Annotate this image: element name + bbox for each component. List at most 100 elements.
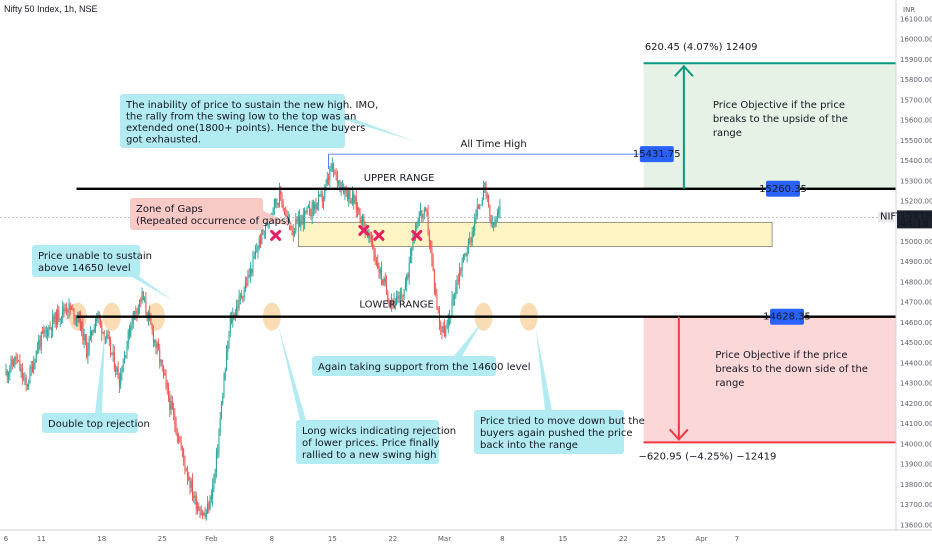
upside-objective-box [643,63,896,189]
candle-body [297,216,299,222]
downside-objective-text: range [715,378,744,389]
candle-body [445,329,447,337]
candle-body [488,196,490,205]
candle-body [168,387,170,399]
candle-body [63,306,65,311]
candle-body [18,360,20,362]
candle-body [338,180,340,183]
y-tick-label: 14900.00 [900,258,932,266]
candle-body [446,327,448,330]
candle-body [145,299,147,313]
candle-body [312,201,314,210]
candle-body [142,291,144,301]
candle-body [489,204,491,216]
candle-body [203,513,205,515]
candle-body [282,204,284,209]
price-tried-callout-pointer [536,330,552,410]
candle-body [300,219,302,227]
candle-body [236,306,238,313]
candle-body [447,318,449,328]
candle-body [299,216,301,227]
y-tick-label: 14400.00 [900,359,932,367]
candle-body [436,294,438,310]
candle-body [329,169,331,181]
long-wicks-callout-box [296,420,439,464]
candle-body [253,256,255,258]
gap-marker-x [411,229,423,241]
candle-body [228,332,230,347]
candle-body [374,253,376,261]
candle-body [335,172,337,174]
candle-body [336,173,338,183]
candle-body [116,367,118,372]
candle-body [406,275,408,285]
candle-body [128,330,130,336]
candle-body [427,212,429,233]
candle-body [484,182,486,186]
candle-body [223,379,225,398]
candle-body [19,361,21,371]
candle-body [227,346,229,353]
candle-body [166,382,168,388]
x-tick-label: 25 [657,535,666,543]
candle-body [353,193,355,204]
candle-body [258,238,260,249]
top-callout-text: got exhausted. [126,135,201,146]
candle-body [461,262,463,271]
y-tick-label: 15500.00 [900,137,932,145]
candle-body [290,223,292,230]
y-tick-label: 13600.00 [900,521,932,529]
candle-body [209,496,211,510]
candle-body [214,470,216,478]
candle-body [295,219,297,232]
candle-body [242,297,244,299]
candle-body [283,208,285,215]
gap-marker-x [358,224,370,236]
candle-body [232,314,234,323]
candle-body [483,185,485,201]
lower-price-tag-text: 14628.35 [763,312,811,323]
y-tick-label: 16100.00 [900,15,932,23]
candle-body [372,236,374,249]
gap-note-text: Zone of Gaps [136,204,203,215]
candle-body [296,219,298,222]
x-tick-label: 11 [37,535,46,543]
candle-body [459,270,461,281]
candle-body [354,197,356,204]
candle-body [428,232,430,243]
y-tick-label: 15000.00 [900,238,932,246]
candle-body [59,319,61,320]
candle-body [260,238,262,244]
candle-body [185,468,187,472]
upper-price-tag [766,180,800,197]
double-top-callout-box [42,413,138,433]
candle-body [149,312,151,317]
candle-body [465,254,467,256]
candle-body [118,378,120,387]
candle-body [94,320,96,330]
candle-body [43,330,45,334]
candle-body [323,198,325,202]
candle-body [392,301,394,302]
candle-body [53,316,55,322]
candle-body [407,275,409,278]
x-tick-label: 22 [388,535,397,543]
gap-marker-x [270,229,282,241]
candle-body [202,513,204,515]
candle-body [350,200,352,203]
candle-body [207,503,209,514]
candle-body [28,382,30,386]
candle-body [440,322,442,328]
candle-body [126,344,128,356]
candle-body [362,216,364,223]
candle-body [457,279,459,281]
x-tick-label: Apr [695,535,707,543]
price-unable-callout-text: Price unable to sustain [38,251,152,262]
candle-body [315,204,317,209]
candle-body [325,183,327,189]
candle-body [40,332,42,347]
candle-body [135,310,137,314]
candle-body [139,299,141,307]
candle-body [65,309,67,311]
